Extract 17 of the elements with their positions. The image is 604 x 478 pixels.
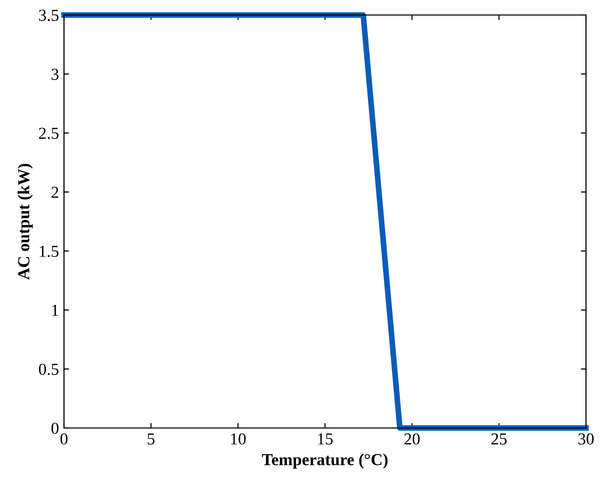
y-tick-label: 1.5 (40, 246, 58, 258)
y-axis-title: AC output (kW) (18, 164, 33, 280)
y-tick-label: 2 (52, 186, 58, 198)
y-tick-label: 0 (51, 422, 59, 434)
x-tick-label: 10 (231, 433, 246, 445)
y-tick-label: 0.5 (38, 364, 58, 376)
y-tick-label: 2.5 (39, 128, 58, 140)
y-tick-label: 3.5 (39, 10, 58, 22)
x-tick-label: 30 (578, 433, 594, 445)
x-tick-label: 20 (404, 433, 420, 445)
y-tick-label: 3 (52, 68, 58, 80)
x-tick-label: 25 (491, 433, 507, 445)
x-tick-label: 5 (148, 434, 155, 445)
y-tick-label: 1 (52, 304, 58, 316)
x-tick-label: 15 (318, 433, 333, 445)
x-axis-title: Temperature (°C) (262, 454, 388, 469)
x-tick-label: 0 (60, 433, 68, 445)
